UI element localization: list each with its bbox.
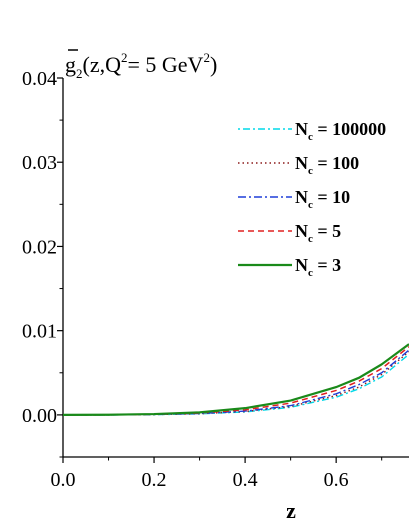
title-equals: = 5 GeV xyxy=(127,52,203,77)
legend-name-prefix: N xyxy=(295,187,308,207)
legend-name-prefix: N xyxy=(295,255,308,275)
legend-name-suffix: = 10 xyxy=(313,187,350,207)
title-text: g2(z,Q2= 5 GeV2) xyxy=(65,50,217,81)
legend-name-suffix: = 100000 xyxy=(313,119,386,139)
y-tick-label: 0.04 xyxy=(22,68,57,90)
title-args: (z,Q xyxy=(83,52,122,77)
title-q-sup: 2 xyxy=(121,50,128,65)
legend-name-suffix: = 5 xyxy=(313,221,341,241)
legend-name-sub: c xyxy=(308,267,313,279)
legend-name-prefix: N xyxy=(295,119,308,139)
x-axis-label-text: z xyxy=(286,498,296,523)
x-tick-label: 0.6 xyxy=(324,469,349,491)
legend-entry-label: Nc = 5 xyxy=(295,221,341,245)
plot-area xyxy=(62,343,409,416)
x-axis-label: z xyxy=(286,498,296,523)
title-close: ) xyxy=(210,52,217,77)
legend-name-sub: c xyxy=(308,233,313,245)
legend-name-sub: c xyxy=(308,131,313,143)
legend-entry-label: Nc = 3 xyxy=(295,255,341,279)
y-tick-label: 0.00 xyxy=(22,405,57,427)
x-tick-label: 0.0 xyxy=(51,469,76,491)
legend-name-prefix: N xyxy=(295,221,308,241)
legend-name-sub: c xyxy=(308,165,313,177)
chart-title: g2(z,Q2= 5 GeV2) xyxy=(65,49,217,81)
series-line xyxy=(63,349,409,416)
legend-entry-label: Nc = 100 xyxy=(295,153,359,177)
y-tick-label: 0.01 xyxy=(22,321,57,343)
series-line xyxy=(63,351,409,416)
x-tick-label: 0.4 xyxy=(233,469,258,491)
legend-name-sub: c xyxy=(308,199,313,211)
y-tick-label: 0.03 xyxy=(22,152,57,174)
series-line xyxy=(63,353,409,416)
legend-name-suffix: = 100 xyxy=(313,153,359,173)
x-tick-label: 0.2 xyxy=(142,469,167,491)
title-unit-sup: 2 xyxy=(203,50,210,65)
axes: 0.00 0.01 0.02 0.03 0.04 0.0 0.2 0.4 0.6 xyxy=(22,68,409,491)
title-sub: 2 xyxy=(76,66,83,81)
series-line xyxy=(62,346,409,416)
title-base: g xyxy=(65,52,76,77)
legend-entry-label: Nc = 10 xyxy=(295,187,350,211)
legend-entry-label: Nc = 100000 xyxy=(295,119,386,143)
y-tick-label: 0.02 xyxy=(22,236,57,258)
legend-name-suffix: = 3 xyxy=(313,255,341,275)
legend-name-prefix: N xyxy=(295,153,308,173)
series-line xyxy=(62,343,409,416)
